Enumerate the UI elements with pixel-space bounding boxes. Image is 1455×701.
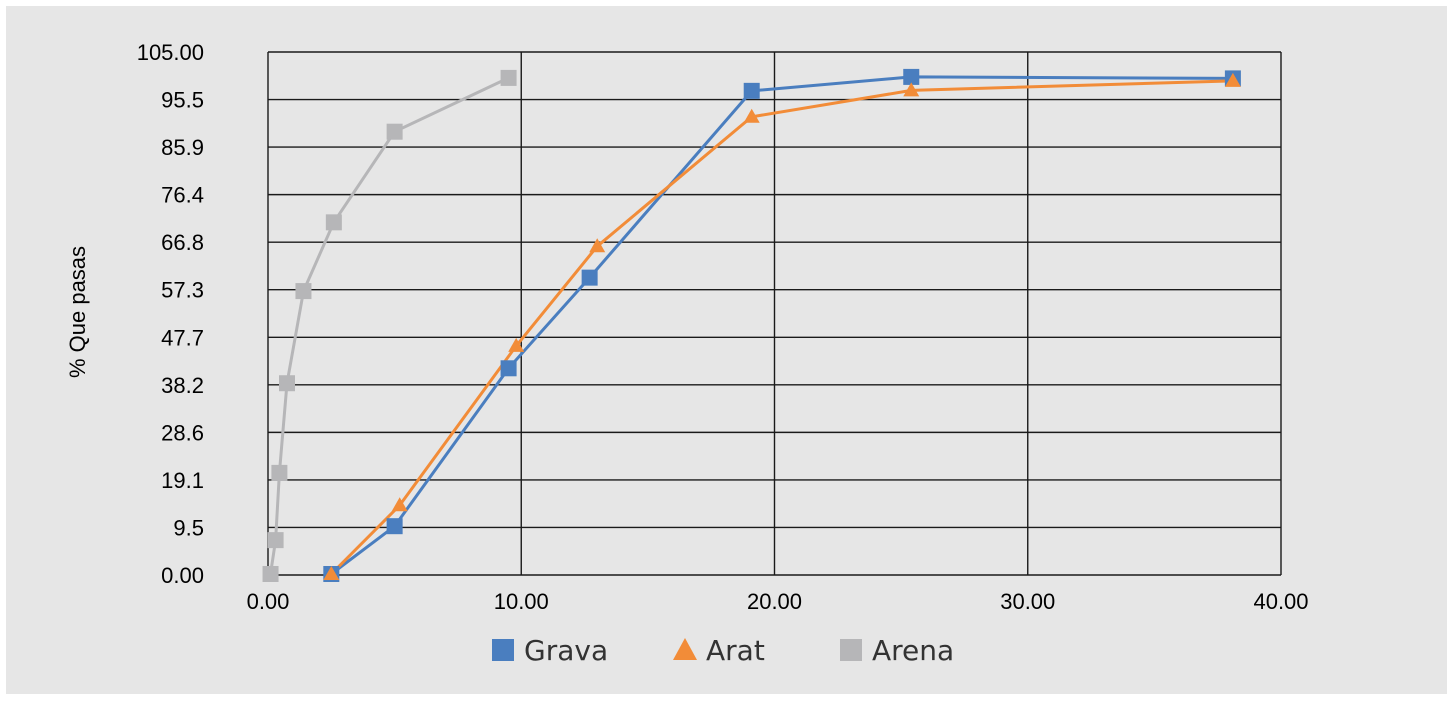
x-tick-label: 40.00 [1253, 589, 1308, 614]
arat-point [903, 82, 920, 97]
line-chart: 0.00 9.5 19.1 28.6 38.2 47.7 57.3 66.8 76.4 85.9 9… [65, 40, 1309, 667]
arat-point [1224, 72, 1241, 87]
series-markers [262, 68, 1241, 583]
arena-point [325, 214, 342, 231]
arena-line [269, 76, 510, 575]
arena-point [278, 375, 295, 392]
arena-point [295, 283, 312, 300]
chart-panel: 0.00 9.5 19.1 28.6 38.2 47.7 57.3 66.8 76.4 85.9 9… [6, 6, 1447, 694]
y-tick-label: 57.3 [161, 278, 204, 303]
y-tick-label: 66.8 [161, 230, 204, 255]
y-tick-label: 95.5 [161, 88, 204, 113]
grava-point [386, 518, 403, 535]
series-lines [269, 75, 1233, 576]
y-tick-labels: 0.00 9.5 19.1 28.6 38.2 47.7 57.3 66.8 76.4 85.9 9… [137, 40, 204, 588]
x-tick-label: 10.00 [494, 589, 549, 614]
grava-point [581, 269, 598, 286]
x-tick-label: 0.00 [247, 589, 290, 614]
grid-lines [267, 51, 1282, 576]
arena-point [267, 532, 284, 549]
legend: Grava Arat Arena [492, 634, 954, 667]
y-axis-label: % Que pasas [65, 246, 90, 378]
y-tick-label: 85.9 [161, 135, 204, 160]
arat-point [743, 108, 760, 123]
y-tick-label: 28.6 [161, 420, 204, 445]
y-tick-label: 9.5 [173, 515, 204, 540]
arat-point [391, 497, 408, 512]
y-tick-label: 47.7 [161, 325, 204, 350]
arena-point [271, 464, 288, 481]
y-tick-label: 76.4 [161, 183, 204, 208]
y-tick-label: 19.1 [161, 468, 204, 493]
y-tick-label: 0.00 [161, 563, 204, 588]
x-tick-label: 30.00 [1000, 589, 1055, 614]
legend-label-arat: Arat [706, 634, 765, 667]
x-tick-labels: 0.00 10.00 20.00 30.00 40.00 [247, 589, 1309, 614]
legend-label-grava: Grava [524, 634, 608, 667]
arena-point [386, 123, 403, 140]
arat-point [323, 566, 340, 581]
grava-point [903, 68, 920, 85]
arat-point [589, 238, 606, 253]
legend-label-arena: Arena [872, 634, 954, 667]
x-tick-label: 20.00 [747, 589, 802, 614]
legend-swatch-grava [492, 639, 514, 661]
arat-point [508, 337, 525, 352]
y-tick-label: 105.00 [137, 40, 204, 65]
legend-swatch-arena [840, 639, 862, 661]
legend-swatch-arat [673, 638, 697, 660]
arat-line [330, 79, 1233, 576]
arena-point [262, 566, 279, 583]
arena-point [500, 69, 517, 86]
grava-line [330, 75, 1233, 576]
y-tick-label: 38.2 [161, 373, 204, 398]
grava-point [500, 360, 517, 377]
grava-point [743, 82, 760, 99]
